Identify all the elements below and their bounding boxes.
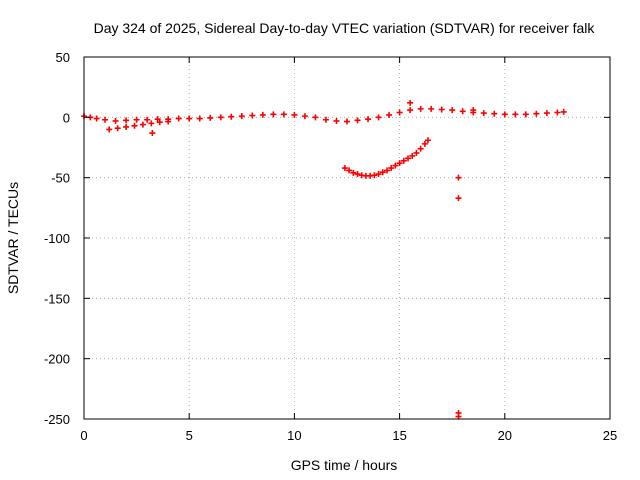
data-point-dip-arc	[421, 140, 428, 147]
data-point-main-band	[186, 115, 193, 122]
y-tick-label: 0	[63, 110, 70, 125]
data-point-main-band	[522, 111, 529, 118]
x-tick-label: 20	[498, 428, 512, 443]
data-point-main-band	[144, 116, 151, 123]
data-point-dip-arc	[371, 172, 378, 179]
data-point-low-offshoot	[165, 118, 172, 125]
data-point-main-band	[365, 116, 372, 123]
data-point-main-band	[102, 116, 109, 123]
data-point-main-band	[312, 114, 319, 121]
data-point-main-band	[417, 105, 424, 112]
data-point-dip-arc	[388, 165, 395, 172]
data-point-main-band	[554, 109, 561, 116]
data-point-main-band	[259, 111, 266, 118]
data-point-outliers	[149, 130, 156, 137]
data-point-dip-arc	[383, 167, 390, 174]
data-point-main-band	[396, 109, 403, 116]
data-point-dip-arc	[405, 155, 412, 162]
data-point-main-band	[533, 110, 540, 117]
data-point-main-band	[459, 108, 466, 115]
data-point-main-band	[228, 113, 235, 120]
data-point-low-offshoot	[114, 125, 121, 132]
x-tick-label: 10	[287, 428, 301, 443]
x-tick-label: 5	[186, 428, 193, 443]
data-point-low-offshoot	[148, 120, 155, 127]
data-point-main-band	[407, 107, 414, 114]
data-point-dip-arc	[350, 169, 357, 176]
data-point-low-offshoot	[131, 122, 138, 129]
data-point-main-band	[438, 106, 445, 113]
data-point-outliers	[455, 174, 462, 181]
data-point-main-band	[428, 105, 435, 112]
data-point-dip-arc	[354, 171, 361, 178]
x-axis-label: GPS time / hours	[291, 457, 398, 473]
data-point-dip-arc	[396, 160, 403, 167]
data-point-main-band	[501, 111, 508, 118]
data-point-dip-arc	[375, 171, 382, 178]
data-point-main-band	[175, 115, 182, 122]
data-point-main-band	[133, 116, 140, 123]
data-point-main-band	[491, 110, 498, 117]
data-point-low-offshoot	[123, 123, 130, 130]
data-point-main-band	[207, 114, 214, 121]
data-point-main-band	[280, 111, 287, 118]
y-tick-label: -250	[44, 412, 70, 427]
data-point-main-band	[291, 111, 298, 118]
x-tick-label: 0	[80, 428, 87, 443]
data-point-dip-arc	[346, 167, 353, 174]
data-point-main-band	[238, 113, 245, 120]
data-point-main-band	[249, 112, 256, 119]
y-tick-label: 50	[56, 50, 70, 65]
data-point-main-band	[386, 111, 393, 118]
data-point-dip-arc	[379, 169, 386, 176]
data-point-main-band	[375, 114, 382, 121]
data-point-main-band	[322, 116, 329, 123]
y-tick-label: -150	[44, 291, 70, 306]
data-point-outliers	[455, 195, 462, 202]
data-point-main-band	[560, 108, 567, 115]
x-tick-label: 15	[392, 428, 406, 443]
data-point-main-band	[480, 110, 487, 117]
data-points	[81, 99, 567, 420]
data-point-main-band	[270, 111, 277, 118]
data-point-main-band	[196, 115, 203, 122]
data-point-low-offshoot	[156, 119, 163, 126]
data-point-main-band	[354, 117, 361, 124]
data-point-dip-arc	[409, 152, 416, 159]
data-point-dip-arc	[417, 145, 424, 152]
data-point-main-band	[217, 114, 224, 121]
data-point-main-band	[449, 107, 456, 114]
data-point-main-band	[301, 113, 308, 120]
data-point-dip-arc	[392, 162, 399, 169]
data-point-main-band	[93, 115, 100, 122]
axis-ticks: 0 5 10 15 20 25 -250 -200 -150 -100 -50 0 50	[44, 50, 617, 443]
x-tick-label: 25	[603, 428, 617, 443]
data-point-main-band	[543, 110, 550, 117]
data-point-dip-arc	[341, 165, 348, 172]
data-point-main-band	[123, 117, 130, 124]
y-tick-label: -200	[44, 352, 70, 367]
data-point-low-offshoot	[106, 126, 113, 133]
y-axis-label: SDTVAR / TECUs	[5, 182, 21, 294]
data-point-outliers	[470, 107, 477, 114]
data-point-dip-arc	[400, 157, 407, 164]
y-tick-label: -100	[44, 231, 70, 246]
data-point-main-band	[112, 117, 119, 124]
data-point-low-offshoot	[139, 121, 146, 128]
data-point-main-band	[333, 117, 340, 124]
y-tick-label: -50	[51, 171, 70, 186]
data-point-outliers	[407, 99, 414, 106]
data-point-main-band	[154, 116, 161, 123]
chart-title: Day 324 of 2025, Sidereal Day-to-day VTE…	[94, 20, 596, 36]
data-point-dip-arc	[425, 137, 432, 144]
data-point-main-band	[512, 111, 519, 118]
data-point-main-band	[344, 118, 350, 125]
data-point-dip-arc	[413, 149, 420, 156]
